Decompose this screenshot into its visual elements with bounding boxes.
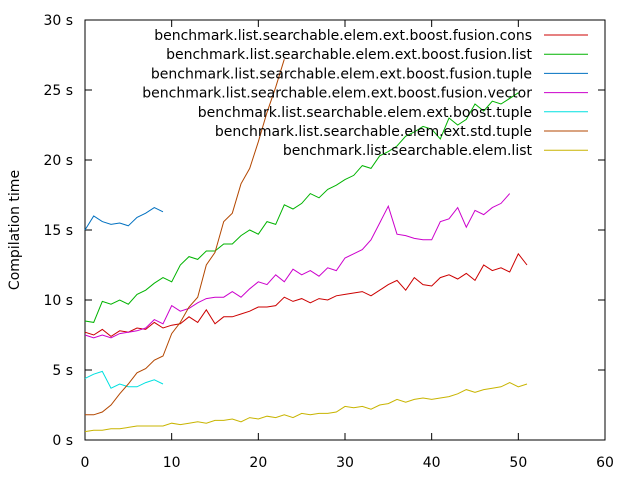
x-tick-label: 10: [163, 455, 181, 471]
y-tick-label: 5 s: [52, 363, 73, 379]
legend-label: benchmark.list.searchable.elem.ext.boost…: [198, 105, 532, 121]
x-tick-label: 30: [336, 455, 354, 471]
y-tick-label: 30 s: [43, 13, 73, 29]
series-line-6: [85, 59, 285, 416]
legend-label: benchmark.list.searchable.elem.list: [283, 143, 533, 159]
y-tick-label: 20 s: [43, 153, 73, 169]
x-tick-label: 60: [596, 455, 614, 471]
series-line-7: [84, 382, 528, 433]
legend-label: benchmark.list.searchable.elem.ext.std.t…: [215, 124, 532, 140]
plot-frame: [84, 19, 606, 441]
x-tick-label: 40: [423, 455, 441, 471]
x-tick-label: 20: [249, 455, 267, 471]
series-line-5: [84, 370, 164, 389]
y-tick-label: 25 s: [43, 83, 73, 99]
y-tick-label: 10 s: [43, 293, 73, 309]
axis-ticks: 0 10 20 30 40 50 60 0 s 5 s 10 s 15 s 20 s 25 s 30 s: [43, 13, 613, 471]
x-tick-label: 50: [509, 455, 527, 471]
y-axis-label: Compilation time: [7, 170, 23, 290]
series-lines: [84, 59, 528, 433]
y-tick-label: 0 s: [52, 433, 73, 449]
series-line-1: [84, 252, 528, 338]
series-line-2: [84, 92, 519, 323]
series-line-4: [84, 193, 511, 339]
legend-label: benchmark.list.searchable.elem.ext.boost…: [142, 86, 532, 102]
series-line-3: [84, 207, 164, 231]
legend-label: benchmark.list.searchable.elem.ext.boost…: [166, 47, 532, 63]
legend-label: benchmark.list.searchable.elem.ext.boost…: [154, 28, 532, 44]
legend-label: benchmark.list.searchable.elem.ext.boost…: [151, 66, 532, 82]
x-tick-label: 0: [81, 455, 90, 471]
legend: benchmark.list.searchable.elem.ext.boost…: [142, 28, 588, 159]
y-tick-label: 15 s: [43, 223, 73, 239]
